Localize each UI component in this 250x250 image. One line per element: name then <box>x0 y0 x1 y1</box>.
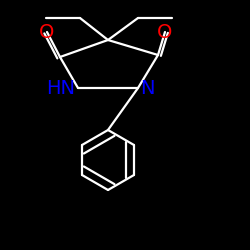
Text: O: O <box>157 22 173 42</box>
Text: N: N <box>140 78 154 98</box>
Text: HN: HN <box>46 78 75 98</box>
Text: O: O <box>39 22 55 42</box>
